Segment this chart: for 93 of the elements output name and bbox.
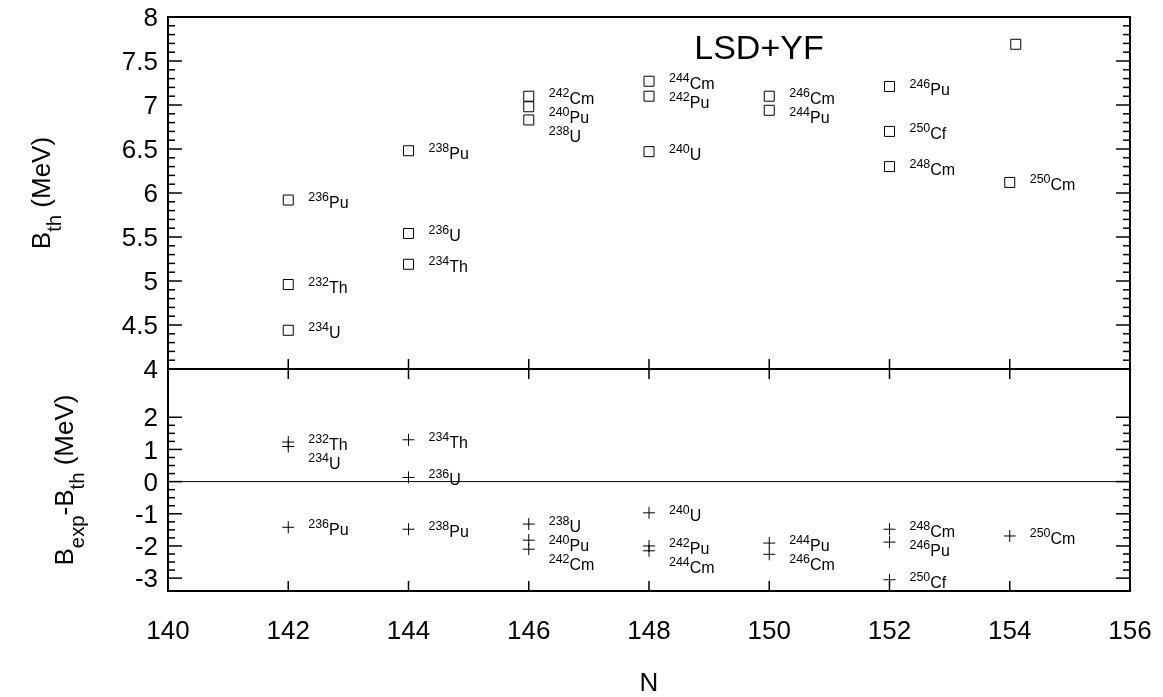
y-tick-label: 6.5 <box>121 134 158 165</box>
point <box>523 114 535 126</box>
y-tick-label: 6 <box>143 178 158 209</box>
annotation: $^{234}$Th <box>428 429 468 451</box>
point <box>1010 38 1022 50</box>
annotation: $^{244}$Pu <box>789 105 830 127</box>
annotation: $^{238}$U <box>548 514 582 536</box>
point <box>282 194 294 206</box>
y-tick-label: 5.5 <box>121 222 158 253</box>
point <box>884 125 895 137</box>
point <box>763 90 775 102</box>
point <box>522 517 536 531</box>
y-tick-label: 8 <box>143 2 158 33</box>
annotation: $^{236}$Pu <box>308 190 349 212</box>
point <box>642 506 656 520</box>
annotation: $^{244}$Cm <box>669 71 715 93</box>
annotation: $^{240}$Pu <box>548 105 590 127</box>
annotation: $^{242}$Pu <box>669 90 710 112</box>
annotation: $^{242}$Pu <box>669 535 710 557</box>
annotation: $^{250}$Cm <box>1029 172 1076 194</box>
x-tick-label: 142 <box>266 615 310 645</box>
y-tick-label: 5 <box>143 266 158 297</box>
annotation: $^{250}$Cf <box>909 121 947 143</box>
annotation: $^{248}$Cm <box>909 519 956 541</box>
annotation: $^{246}$Cm <box>789 86 835 108</box>
point <box>1003 529 1017 543</box>
x-tick-label: 152 <box>867 615 912 645</box>
annotation: $^{236}$U <box>428 223 461 245</box>
point <box>643 75 655 87</box>
point <box>282 324 294 336</box>
chart-title: LSD+YF <box>694 28 824 66</box>
x-tick-label: 146 <box>507 615 551 645</box>
point <box>883 522 896 536</box>
y-tick-label: -3 <box>134 563 158 594</box>
annotation: $^{244}$Pu <box>789 533 830 555</box>
annotation: $^{242}$Cm <box>548 552 595 574</box>
point <box>762 547 776 561</box>
annotation: $^{248}$Cm <box>909 156 956 178</box>
y-tick-label: 1 <box>143 434 158 465</box>
annotation: $^{240}$U <box>669 141 702 163</box>
point <box>403 258 414 270</box>
annotation: $^{250}$Cm <box>1029 525 1076 547</box>
point <box>643 90 655 102</box>
annotation: $^{250}$Cf <box>909 569 947 591</box>
annotation: $^{234}$U <box>308 451 341 473</box>
annotation: $^{246}$Pu <box>909 538 950 560</box>
x-tick-label: 140 <box>146 615 190 645</box>
point <box>523 101 535 113</box>
x-tick-label: 156 <box>1108 615 1152 645</box>
y-tick-label: -2 <box>134 531 158 562</box>
annotation: $^{242}$Cm <box>548 86 595 108</box>
annotation: $^{244}$Cm <box>669 554 715 576</box>
y-tick-label: 7 <box>143 90 158 121</box>
point <box>402 470 415 484</box>
point <box>763 104 775 116</box>
y-tick-label: 2 <box>143 402 158 433</box>
point <box>402 522 415 536</box>
x-tick-label: 154 <box>988 615 1032 645</box>
x-tick-label: 150 <box>747 615 791 645</box>
annotation: $^{238}$Pu <box>428 140 469 162</box>
annotation: $^{246}$Pu <box>909 76 950 98</box>
annotation: $^{240}$U <box>669 502 702 524</box>
annotation: $^{246}$Cm <box>789 552 835 574</box>
y-tick-label: 0 <box>143 466 158 497</box>
point <box>642 544 656 558</box>
y-tick-label: -1 <box>134 498 158 529</box>
point <box>281 520 295 534</box>
point <box>522 542 536 556</box>
point <box>402 433 415 447</box>
annotation: $^{232}$Th <box>308 432 348 454</box>
annotation: $^{234}$Th <box>428 254 468 276</box>
x-axis-title: N <box>639 667 659 697</box>
y-tick-label: 4.5 <box>121 310 158 341</box>
annotation: $^{236}$Pu <box>308 517 349 539</box>
annotation: $^{238}$U <box>548 124 582 146</box>
x-tick-label: 148 <box>627 615 671 645</box>
point <box>282 279 294 291</box>
point <box>762 536 776 550</box>
annotation: $^{234}$U <box>308 320 341 342</box>
point <box>884 161 895 173</box>
point <box>1004 176 1016 188</box>
point <box>883 535 896 549</box>
point <box>281 440 295 454</box>
point <box>643 146 655 158</box>
annotation: $^{240}$Pu <box>548 533 590 555</box>
point <box>403 145 414 157</box>
annotation: $^{232}$Th <box>308 274 348 296</box>
y-tick-label: 7.5 <box>121 46 158 77</box>
annotation: $^{238}$Pu <box>428 519 469 541</box>
x-tick-label: 144 <box>386 615 431 645</box>
point <box>403 227 414 239</box>
y-tick-label: 4 <box>143 354 158 385</box>
point <box>523 90 535 102</box>
